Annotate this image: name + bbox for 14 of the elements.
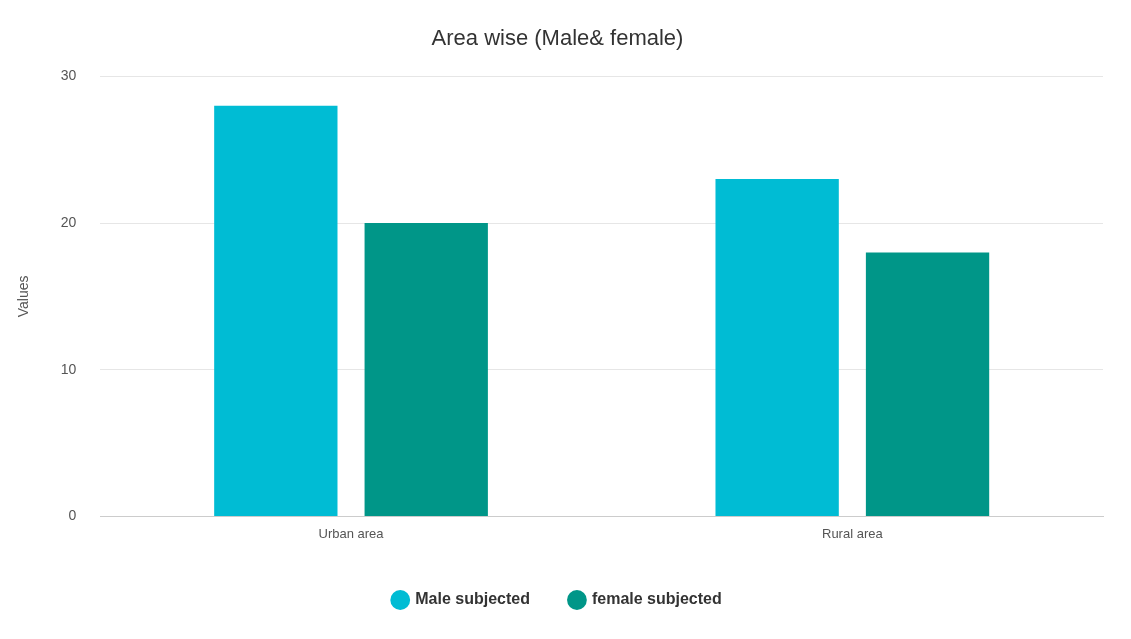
legend-label: Male subjected xyxy=(415,590,530,608)
bar xyxy=(364,223,488,516)
x-tick-label: Rural area xyxy=(821,525,884,541)
legend-label: female subjected xyxy=(591,590,722,608)
y-tick-label: 30 xyxy=(60,67,77,84)
y-tick-label: 10 xyxy=(60,360,77,377)
y-tick-label: 20 xyxy=(60,213,77,230)
bar xyxy=(865,252,990,516)
x-tick-label: Urban area xyxy=(318,525,385,541)
y-axis-title: Values xyxy=(15,275,32,318)
y-tick-label: 0 xyxy=(68,507,77,524)
bar xyxy=(715,179,839,516)
bar xyxy=(214,105,338,516)
chart-title: Area wise (Male& female) xyxy=(431,25,684,51)
